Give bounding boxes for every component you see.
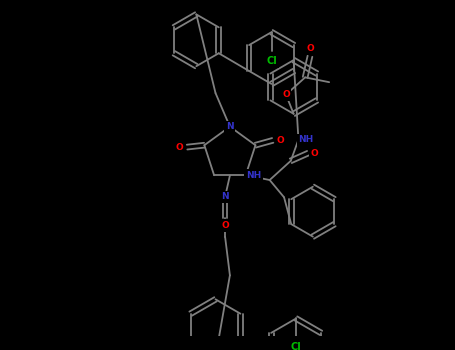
Text: O: O — [221, 221, 229, 230]
Text: NH: NH — [298, 135, 314, 144]
Text: NH: NH — [246, 171, 261, 180]
Text: Cl: Cl — [291, 342, 302, 350]
Text: O: O — [282, 90, 290, 99]
Text: N: N — [221, 192, 229, 201]
Text: O: O — [176, 142, 183, 152]
Text: Cl: Cl — [266, 56, 277, 66]
Text: O: O — [311, 149, 318, 158]
Text: N: N — [226, 122, 234, 131]
Text: O: O — [306, 44, 314, 53]
Text: O: O — [277, 136, 284, 145]
